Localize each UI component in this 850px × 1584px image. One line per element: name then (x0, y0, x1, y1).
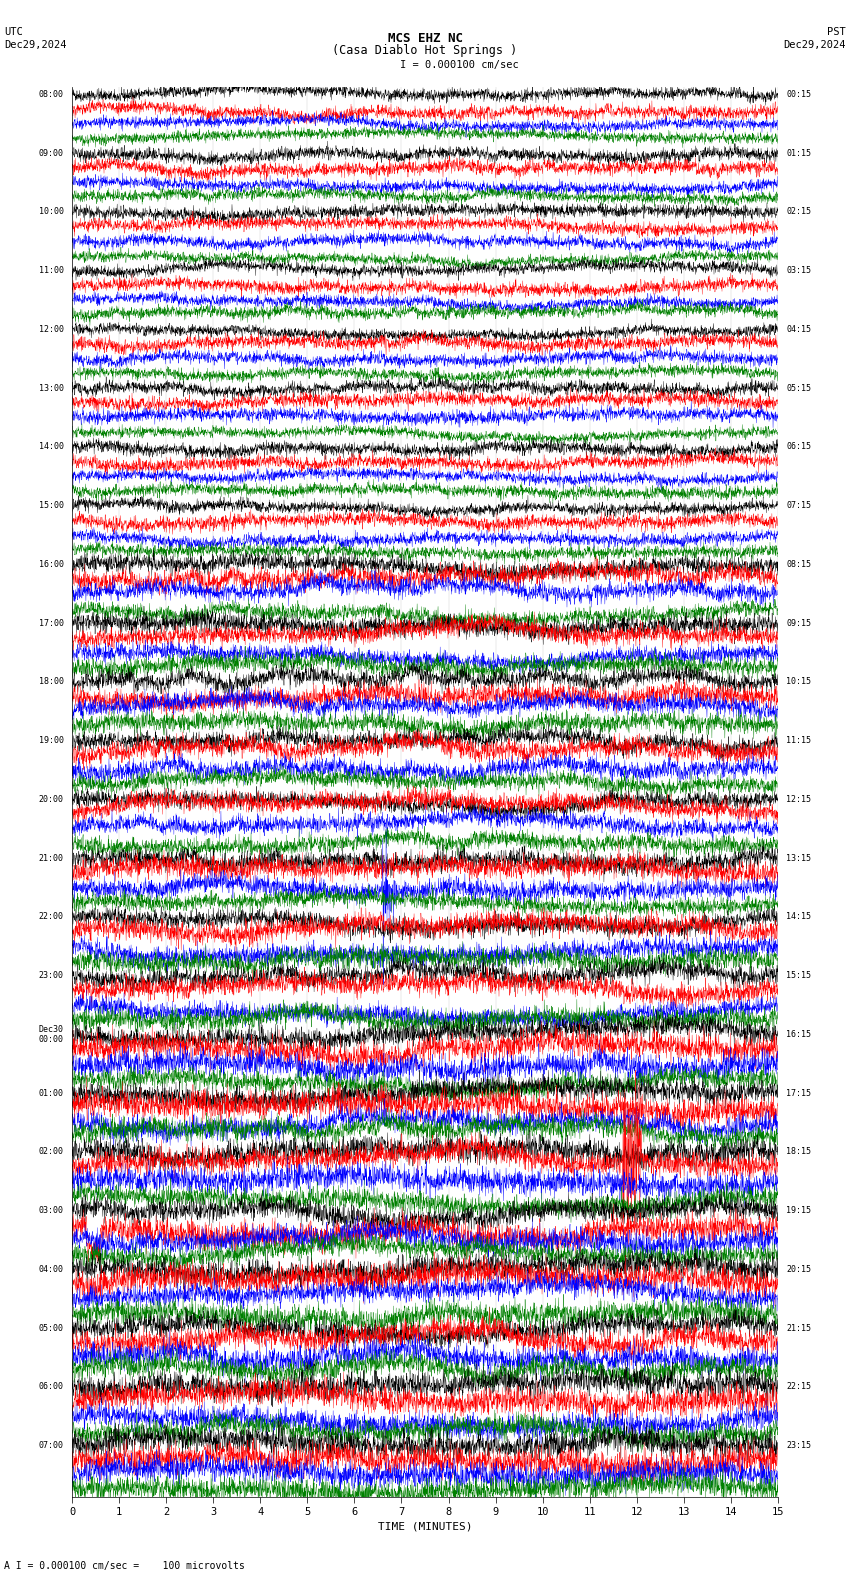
Text: PST: PST (827, 27, 846, 36)
Text: 14:15: 14:15 (786, 912, 811, 922)
Text: MCS EHZ NC: MCS EHZ NC (388, 32, 462, 44)
Text: 03:15: 03:15 (786, 266, 811, 276)
Text: 18:00: 18:00 (39, 678, 64, 686)
Text: 19:15: 19:15 (786, 1205, 811, 1215)
Text: 23:15: 23:15 (786, 1441, 811, 1449)
Text: 21:00: 21:00 (39, 854, 64, 863)
Text: 00:15: 00:15 (786, 90, 811, 98)
Text: 13:15: 13:15 (786, 854, 811, 863)
Text: 23:00: 23:00 (39, 971, 64, 980)
Text: 19:00: 19:00 (39, 737, 64, 744)
Text: 06:15: 06:15 (786, 442, 811, 451)
Text: I = 0.000100 cm/sec: I = 0.000100 cm/sec (400, 60, 518, 70)
Text: 02:00: 02:00 (39, 1147, 64, 1156)
Text: 20:00: 20:00 (39, 795, 64, 803)
Text: 12:00: 12:00 (39, 325, 64, 334)
Text: 03:00: 03:00 (39, 1205, 64, 1215)
Text: Dec29,2024: Dec29,2024 (4, 40, 67, 49)
Text: 05:00: 05:00 (39, 1324, 64, 1332)
Text: 17:15: 17:15 (786, 1088, 811, 1098)
Text: Dec30
00:00: Dec30 00:00 (39, 1025, 64, 1044)
Text: 22:15: 22:15 (786, 1383, 811, 1391)
Text: 09:15: 09:15 (786, 619, 811, 627)
Text: 15:15: 15:15 (786, 971, 811, 980)
Text: UTC: UTC (4, 27, 23, 36)
Text: 07:15: 07:15 (786, 501, 811, 510)
Text: 20:15: 20:15 (786, 1264, 811, 1274)
Text: A I = 0.000100 cm/sec =    100 microvolts: A I = 0.000100 cm/sec = 100 microvolts (4, 1562, 245, 1571)
Text: 13:00: 13:00 (39, 383, 64, 393)
Text: 16:00: 16:00 (39, 559, 64, 569)
Text: 21:15: 21:15 (786, 1324, 811, 1332)
Text: 14:00: 14:00 (39, 442, 64, 451)
Text: 10:15: 10:15 (786, 678, 811, 686)
Text: Dec29,2024: Dec29,2024 (783, 40, 846, 49)
X-axis label: TIME (MINUTES): TIME (MINUTES) (377, 1522, 473, 1532)
Text: (Casa Diablo Hot Springs ): (Casa Diablo Hot Springs ) (332, 44, 518, 57)
Text: 07:00: 07:00 (39, 1441, 64, 1449)
Text: 16:15: 16:15 (786, 1030, 811, 1039)
Text: 17:00: 17:00 (39, 619, 64, 627)
Text: 04:00: 04:00 (39, 1264, 64, 1274)
Text: 02:15: 02:15 (786, 208, 811, 217)
Text: 11:15: 11:15 (786, 737, 811, 744)
Text: 06:00: 06:00 (39, 1383, 64, 1391)
Text: 18:15: 18:15 (786, 1147, 811, 1156)
Text: 08:15: 08:15 (786, 559, 811, 569)
Text: 15:00: 15:00 (39, 501, 64, 510)
Text: 12:15: 12:15 (786, 795, 811, 803)
Text: 01:00: 01:00 (39, 1088, 64, 1098)
Text: 08:00: 08:00 (39, 90, 64, 98)
Text: 09:00: 09:00 (39, 149, 64, 158)
Text: 22:00: 22:00 (39, 912, 64, 922)
Text: 04:15: 04:15 (786, 325, 811, 334)
Text: 05:15: 05:15 (786, 383, 811, 393)
Text: 11:00: 11:00 (39, 266, 64, 276)
Text: 10:00: 10:00 (39, 208, 64, 217)
Text: 01:15: 01:15 (786, 149, 811, 158)
